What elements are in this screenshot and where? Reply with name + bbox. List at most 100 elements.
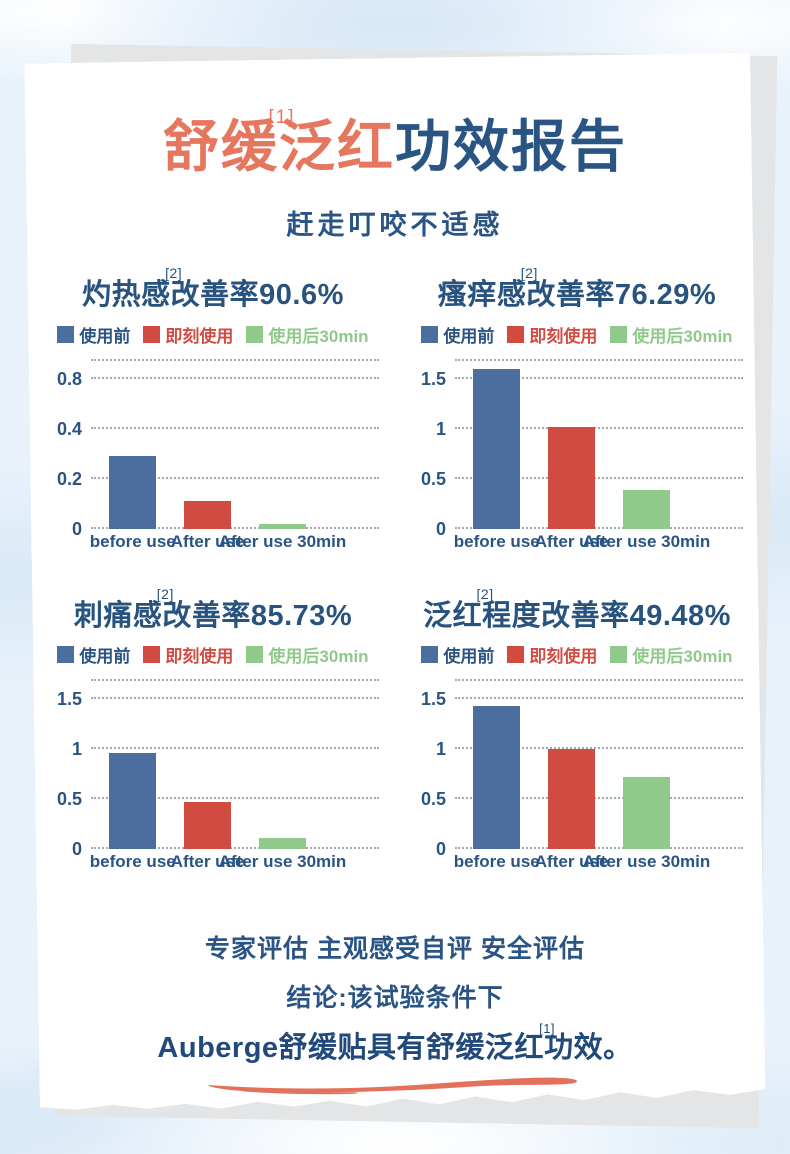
x-axis-spacer (47, 849, 91, 875)
x-axis: before use After use After use 30min (454, 529, 743, 555)
chart-title: 泛红 [2] 程度改善率49.48% (409, 586, 745, 634)
legend-label: 即刻使用 (165, 647, 234, 667)
legend-label: 使用前 (443, 326, 495, 346)
legend-item: 即刻使用 (507, 642, 597, 667)
gridline (455, 747, 743, 750)
legend-swatch-icon (610, 325, 628, 343)
charts-grid: 灼热感 [2] 改善率90.6% 使用前 即刻使用 使用后30min 0 0.2 0.4 0.8 b… (45, 265, 745, 876)
chart-title-pre: 灼热感 (82, 278, 171, 311)
legend-item: 使用后30min (610, 322, 733, 347)
legend-item: 使用后30min (246, 322, 369, 347)
legend-label: 即刻使用 (529, 647, 598, 667)
bar-before-use (109, 456, 157, 529)
title-highlight-part1: 舒缓 (163, 115, 279, 178)
x-category-label: before use (89, 531, 176, 551)
bar-immediate-use (548, 749, 596, 850)
legend-swatch-icon (246, 325, 264, 343)
footnote-ref-2: [2] (520, 265, 538, 282)
legend-swatch-icon (610, 646, 628, 664)
bar-after-30min (259, 838, 307, 850)
bar-after-30min (623, 489, 671, 529)
chart-redness-level: 泛红 [2] 程度改善率49.48% 使用前 即刻使用 使用后30min 0 0.5 1 1.5 b… (409, 586, 745, 876)
y-tick-label: 0.5 (420, 789, 446, 810)
chart-title-pre: 瘙痒感 (437, 278, 527, 311)
page-title: 舒缓 [1] 泛红功效报告 (45, 107, 745, 179)
y-tick-label: 1.5 (420, 368, 446, 389)
legend-swatch-icon (421, 325, 439, 343)
conclusion-intro: 结论:该试验条件下 (286, 984, 504, 1013)
chart-legend: 使用前 即刻使用 使用后30min (45, 642, 381, 667)
legend-label: 使用后30min (632, 326, 733, 346)
title-highlight: 舒缓 [1] 泛红 (163, 107, 395, 178)
y-axis: 0 0.5 1 1.5 (47, 679, 91, 858)
legend-label: 使用后30min (632, 647, 733, 667)
legend-label: 即刻使用 (165, 326, 234, 346)
y-tick-label: 0 (435, 839, 446, 860)
x-category-label: before use (89, 852, 176, 872)
x-axis-row: before use After use After use 30min (409, 849, 745, 875)
y-axis: 0 0.5 1 1.5 (411, 679, 455, 858)
y-tick-label: 1.5 (420, 689, 446, 710)
gridline (455, 426, 743, 429)
gridline (91, 847, 379, 850)
footnote-ref-2: [2] (156, 586, 174, 603)
plot-row: 0 0.5 1 1.5 (409, 679, 745, 858)
chart-burning-sensation: 灼热感 [2] 改善率90.6% 使用前 即刻使用 使用后30min 0 0.2 0.4 0.8 b… (45, 265, 381, 555)
plot-area (91, 679, 379, 850)
x-category-label: After use 30min (218, 531, 347, 551)
chart-title-post: 改善率90.6% (170, 278, 344, 311)
plot-area (455, 358, 743, 529)
legend-swatch-icon (143, 646, 161, 664)
gridline (455, 797, 743, 800)
gridline (455, 697, 743, 700)
legend-swatch-icon (57, 325, 75, 343)
legend-swatch-icon (143, 325, 161, 343)
chart-legend: 使用前 即刻使用 使用后30min (409, 322, 745, 347)
legend-item: 使用前 (421, 642, 494, 667)
footnote-ref-1: [1] (268, 107, 296, 129)
footer: 专家评估 主观感受自评 安全评估 结论:该试验条件下 Auberge舒缓贴具有舒… (45, 929, 745, 1095)
y-axis: 0 0.2 0.4 0.8 (47, 359, 91, 538)
x-axis: before use After use After use 30min (89, 529, 379, 555)
y-tick-label: 1.5 (56, 689, 82, 710)
bar-after-30min (259, 523, 307, 529)
bar-immediate-use (548, 426, 596, 529)
x-category-label: After use 30min (582, 852, 711, 872)
y-tick-label: 0 (71, 839, 82, 860)
x-axis: before use After use After use 30min (453, 849, 743, 875)
y-tick-label: 0.8 (56, 368, 82, 389)
legend-swatch-icon (421, 646, 439, 664)
x-category-label: before use (453, 852, 540, 872)
y-tick-label: 1 (435, 739, 446, 760)
footnote-ref-2: [2] (165, 265, 183, 282)
y-tick-label: 1 (435, 418, 446, 439)
title-rest: 功效报告 (395, 115, 627, 178)
legend-item: 使用前 (421, 322, 494, 347)
legend-label: 使用前 (79, 326, 131, 346)
legend-item: 使用前 (57, 322, 130, 347)
legend-item: 即刻使用 (143, 642, 233, 667)
x-category-label: After use 30min (582, 531, 711, 551)
bar-before-use (473, 706, 521, 850)
chart-legend: 使用前 即刻使用 使用后30min (409, 642, 745, 667)
plot-row: 0 0.5 1 1.5 (409, 358, 745, 538)
legend-label: 使用前 (443, 647, 495, 667)
legend-label: 使用后30min (268, 647, 369, 667)
y-tick-label: 0.4 (56, 418, 82, 439)
footnote-ref-2: [2] (476, 586, 494, 603)
chart-title-post: 程度改善率49.48% (482, 599, 731, 632)
x-axis-spacer (411, 529, 455, 555)
bar-immediate-use (184, 802, 232, 850)
gridline (91, 426, 379, 429)
legend-item: 使用前 (57, 642, 130, 667)
legend-label: 使用前 (79, 647, 131, 667)
chart-title-pre: 泛红 (423, 599, 483, 632)
chart-legend: 使用前 即刻使用 使用后30min (45, 322, 381, 347)
plot-row: 0 0.5 1 1.5 (45, 679, 381, 858)
x-category-label: After use (534, 531, 609, 551)
footnote-ref-1-conclusion: [1] (539, 1020, 556, 1036)
gridline (455, 476, 743, 479)
subtitle: 赶走叮咬不适感 (286, 209, 504, 240)
legend-item: 即刻使用 (507, 322, 597, 347)
y-tick-label: 0 (435, 518, 446, 539)
